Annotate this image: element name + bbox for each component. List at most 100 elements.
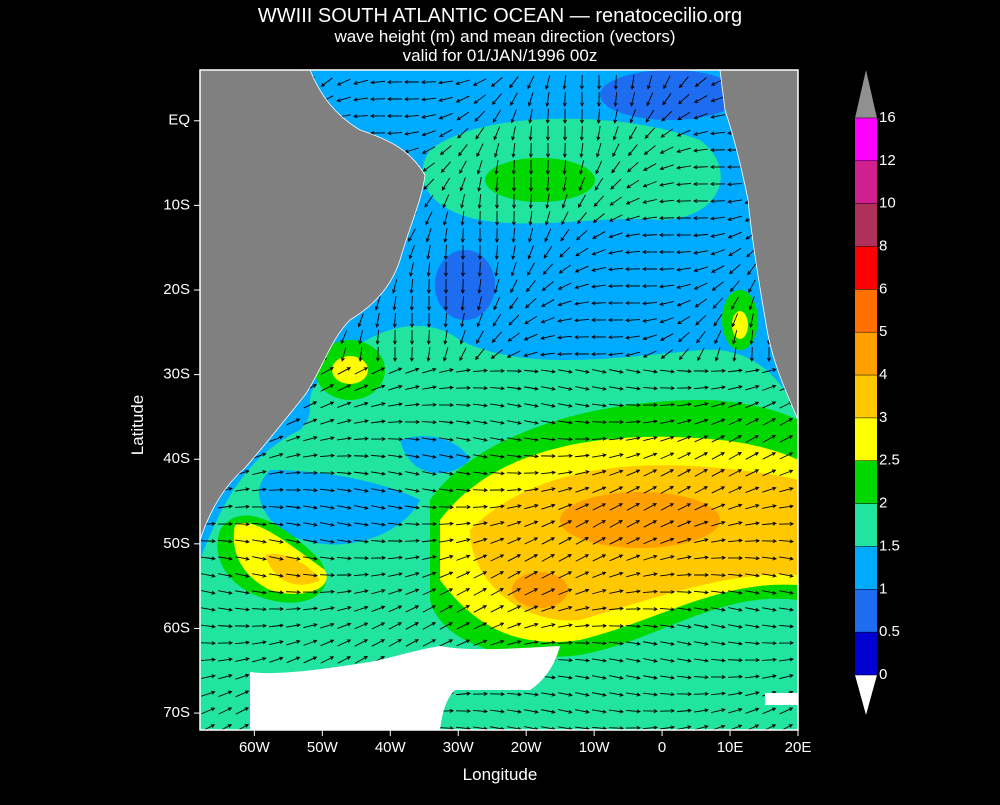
- vector-arrow: [405, 385, 420, 391]
- vector-arrow: [509, 76, 519, 89]
- vector-arrow: [337, 367, 352, 375]
- colorbar-over: [855, 69, 877, 118]
- vector-arrow: [541, 588, 556, 596]
- vector-arrow: [404, 114, 420, 119]
- vector-arrow: [511, 193, 516, 209]
- vector-arrow: [439, 437, 454, 442]
- vector-arrow: [659, 284, 675, 289]
- vector-arrow: [779, 452, 794, 460]
- vector-arrow: [371, 639, 386, 647]
- vector-arrow: [490, 437, 505, 442]
- vector-arrow: [711, 281, 724, 291]
- vector-arrow: [476, 313, 483, 328]
- vector-arrow: [679, 76, 689, 89]
- field-patch: [560, 492, 720, 548]
- vector-arrow: [490, 454, 505, 459]
- vector-arrow: [269, 522, 284, 527]
- vector-arrow: [660, 128, 673, 138]
- vector-arrow: [745, 503, 760, 510]
- vector-arrow: [676, 385, 692, 390]
- colorbar-label: 0.5: [879, 623, 900, 640]
- vector-arrow: [251, 487, 267, 492]
- vector-arrow: [727, 573, 743, 578]
- vector-arrow: [303, 418, 318, 425]
- vector-arrow: [642, 692, 658, 697]
- vector-arrow: [218, 707, 233, 715]
- vector-arrow: [628, 144, 638, 157]
- vector-arrow: [781, 724, 794, 730]
- vector-arrow: [353, 471, 369, 476]
- vector-arrow: [711, 538, 726, 543]
- vector-arrow: [558, 675, 573, 680]
- vector-arrow: [427, 295, 431, 311]
- colorbar-swatch: [855, 417, 877, 461]
- vector-arrow: [626, 692, 641, 697]
- vector-arrow: [544, 211, 551, 226]
- vector-arrow: [592, 675, 607, 680]
- vector-arrow: [524, 504, 539, 510]
- vector-arrow: [494, 160, 499, 175]
- vector-arrow: [694, 298, 708, 308]
- vector-arrow: [337, 436, 352, 441]
- vector-arrow: [443, 261, 448, 277]
- subtitle: wave height (m) and mean direction (vect…: [333, 27, 675, 46]
- vector-arrow: [574, 265, 589, 273]
- vector-arrow: [677, 111, 691, 121]
- vector-arrow: [507, 588, 522, 596]
- vector-arrow: [557, 300, 572, 307]
- field-patch: [332, 356, 368, 384]
- vector-arrow: [625, 624, 641, 629]
- vector-arrow: [677, 607, 692, 612]
- vector-arrow: [337, 606, 352, 612]
- vector-arrow: [523, 351, 538, 358]
- vector-arrow: [660, 469, 675, 477]
- vector-arrow: [320, 522, 335, 527]
- vector-arrow: [490, 571, 505, 579]
- vector-arrow: [269, 656, 284, 663]
- vector-arrow: [711, 452, 726, 460]
- vector-arrow: [694, 708, 709, 713]
- vector-arrow: [762, 401, 777, 409]
- vector-arrow: [744, 641, 760, 646]
- x-tick-label: 40W: [375, 739, 407, 756]
- vector-arrow: [490, 605, 505, 613]
- vector-arrow: [405, 622, 420, 630]
- vector-arrow: [660, 520, 675, 528]
- vector-arrow: [711, 418, 726, 426]
- vector-arrow: [677, 469, 692, 477]
- colorbar-swatch: [855, 460, 877, 504]
- vector-arrow: [507, 403, 522, 408]
- vector-arrow: [320, 656, 335, 664]
- vector-arrow: [694, 452, 709, 460]
- vector-arrow: [371, 488, 386, 493]
- vector-arrow: [319, 556, 335, 561]
- vector-arrow: [524, 554, 539, 562]
- vector-arrow: [541, 299, 555, 307]
- vector-arrow: [745, 384, 760, 391]
- vector-arrow: [439, 588, 454, 596]
- vector-arrow: [439, 454, 454, 459]
- vector-arrow: [371, 402, 386, 408]
- vector-arrow: [354, 522, 369, 527]
- vector-arrow: [594, 177, 604, 191]
- vector-arrow: [643, 675, 658, 680]
- vector-arrow: [646, 92, 654, 107]
- vector-arrow: [592, 469, 607, 476]
- vector-arrow: [405, 505, 420, 510]
- vector-arrow: [491, 93, 502, 106]
- vector-arrow: [506, 350, 521, 358]
- vector-arrow: [727, 182, 743, 187]
- vector-arrow: [745, 590, 760, 595]
- vector-arrow: [659, 301, 674, 306]
- vector-arrow: [545, 75, 551, 90]
- vector-arrow: [353, 436, 369, 441]
- vector-arrow: [524, 709, 539, 714]
- vector-arrow: [237, 724, 250, 730]
- vector-arrow: [268, 607, 284, 612]
- vector-arrow: [523, 369, 539, 374]
- vector-arrow: [200, 624, 216, 629]
- vector-arrow: [728, 435, 743, 443]
- vector-arrow: [387, 539, 403, 544]
- vector-arrow: [455, 521, 471, 526]
